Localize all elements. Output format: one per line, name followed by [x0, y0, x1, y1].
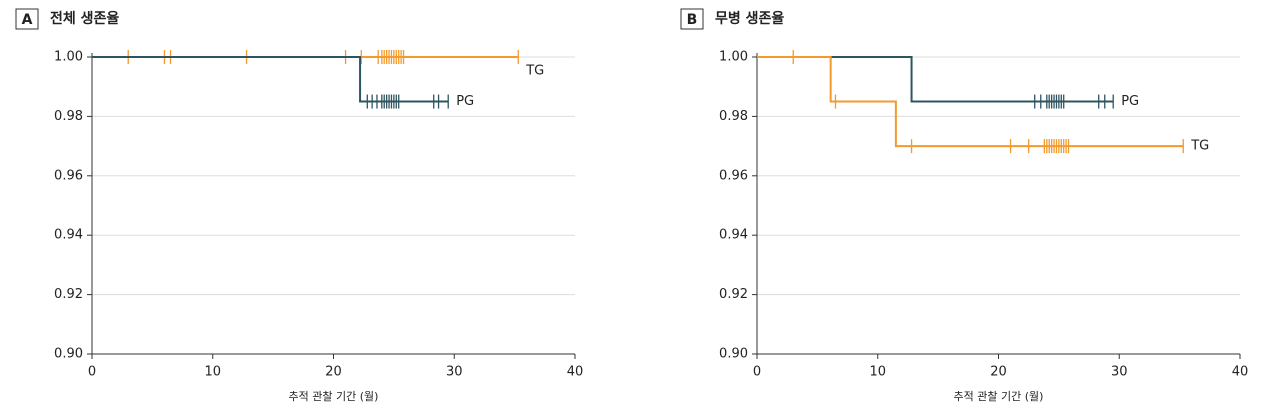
x-tick-label: 10	[204, 365, 221, 380]
x-tick-label: 30	[446, 365, 463, 380]
y-tick-label: 1.00	[54, 50, 83, 65]
panel-label: A	[22, 12, 33, 28]
survival-line	[92, 56, 449, 103]
survival-line	[757, 56, 1114, 103]
series-label: PG	[1121, 94, 1139, 109]
x-tick-label: 20	[325, 365, 342, 380]
y-tick-label: 0.90	[719, 347, 748, 362]
y-tick-label: 0.90	[54, 347, 83, 362]
x-tick-label: 10	[869, 365, 886, 380]
x-axis-label: 추적 관찰 기간 (월)	[954, 390, 1044, 403]
x-tick-label: 40	[1232, 365, 1249, 380]
series-label: TG	[525, 64, 544, 79]
y-tick-label: 0.94	[719, 228, 748, 243]
panel-box	[15, 8, 39, 30]
chart-title: 전체 생존율	[50, 10, 119, 27]
y-tick-label: 0.92	[719, 287, 748, 302]
y-tick-label: 0.92	[54, 287, 83, 302]
y-tick-label: 1.00	[719, 50, 748, 65]
y-tick-label: 0.96	[719, 168, 748, 183]
survival-line	[757, 56, 1184, 148]
y-tick-label: 0.98	[54, 109, 83, 124]
y-tick-label: 0.96	[54, 168, 83, 183]
x-tick-label: 20	[990, 365, 1007, 380]
y-tick-label: 0.98	[719, 109, 748, 124]
x-axis-label: 추적 관찰 기간 (월)	[289, 390, 379, 403]
series-label: TG	[1190, 139, 1209, 154]
y-tick-label: 0.94	[54, 228, 83, 243]
x-tick-label: 30	[1111, 365, 1128, 380]
panel-box	[680, 8, 704, 30]
x-tick-label: 0	[88, 365, 96, 380]
x-tick-label: 0	[753, 365, 761, 380]
series-label: PG	[456, 94, 474, 109]
panel-label: B	[687, 12, 698, 28]
chart-title: 무병 생존율	[715, 10, 784, 27]
x-tick-label: 40	[567, 365, 584, 380]
